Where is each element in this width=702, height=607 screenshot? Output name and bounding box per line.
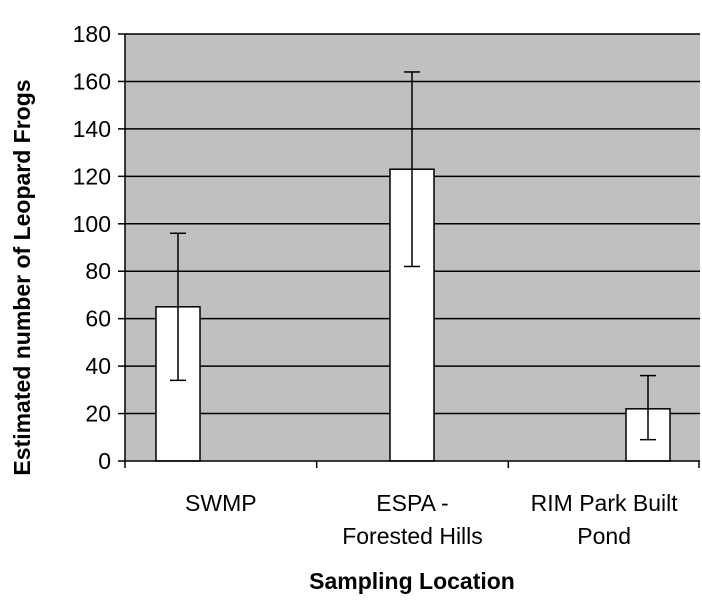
- x-category-label: Pond: [577, 523, 631, 549]
- y-tick-label: 120: [73, 163, 111, 189]
- error-bars: [170, 71, 656, 441]
- y-tick-label: 100: [73, 211, 111, 237]
- y-tick-label: 20: [85, 401, 111, 427]
- y-tick-label: 140: [73, 116, 111, 142]
- y-tick-label: 80: [85, 258, 111, 284]
- y-tick-label: 160: [73, 68, 111, 94]
- x-category-label: Forested Hills: [342, 523, 483, 549]
- y-tick-label: 60: [85, 306, 111, 332]
- x-axis-title: Sampling Location: [309, 568, 515, 594]
- y-axis-title: Estimated number of Leopard Frogs: [9, 79, 35, 475]
- x-category-label: SWMP: [185, 490, 257, 516]
- y-tick-label: 0: [98, 448, 111, 474]
- y-tick-labels: 0 20 40 60 80 100 120 140 160 180: [73, 21, 111, 474]
- y-tick-label: 40: [85, 353, 111, 379]
- x-category-labels: SWMP ESPA - Forested Hills RIM Park Built Po…: [185, 490, 678, 549]
- y-tick-label: 180: [73, 21, 111, 47]
- axes: [118, 33, 700, 468]
- x-category-label: RIM Park Built: [531, 490, 679, 516]
- x-category-label: ESPA -: [376, 490, 448, 516]
